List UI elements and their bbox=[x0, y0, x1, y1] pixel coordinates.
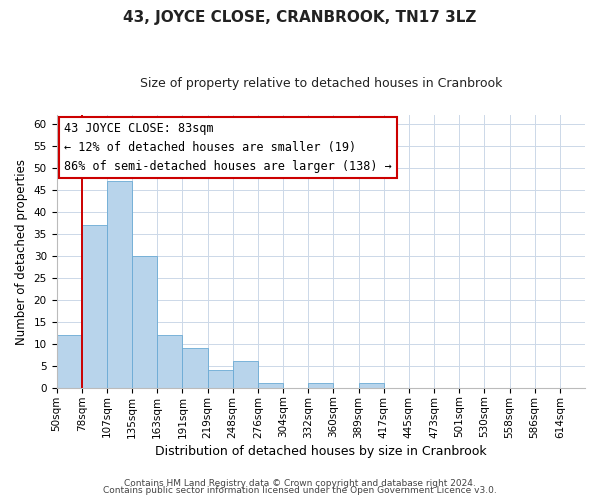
Bar bbox=[359, 384, 383, 388]
Bar bbox=[308, 384, 334, 388]
Text: 43 JOYCE CLOSE: 83sqm
← 12% of detached houses are smaller (19)
86% of semi-deta: 43 JOYCE CLOSE: 83sqm ← 12% of detached … bbox=[64, 122, 392, 173]
Title: Size of property relative to detached houses in Cranbrook: Size of property relative to detached ho… bbox=[140, 78, 502, 90]
Bar bbox=[258, 384, 283, 388]
Bar bbox=[107, 181, 132, 388]
Bar bbox=[182, 348, 208, 388]
X-axis label: Distribution of detached houses by size in Cranbrook: Distribution of detached houses by size … bbox=[155, 444, 487, 458]
Y-axis label: Number of detached properties: Number of detached properties bbox=[15, 158, 28, 344]
Text: 43, JOYCE CLOSE, CRANBROOK, TN17 3LZ: 43, JOYCE CLOSE, CRANBROOK, TN17 3LZ bbox=[124, 10, 476, 25]
Bar bbox=[233, 362, 258, 388]
Bar bbox=[132, 256, 157, 388]
Bar bbox=[157, 335, 182, 388]
Bar bbox=[208, 370, 233, 388]
Bar bbox=[56, 335, 82, 388]
Text: Contains HM Land Registry data © Crown copyright and database right 2024.: Contains HM Land Registry data © Crown c… bbox=[124, 478, 476, 488]
Text: Contains public sector information licensed under the Open Government Licence v3: Contains public sector information licen… bbox=[103, 486, 497, 495]
Bar bbox=[82, 225, 107, 388]
